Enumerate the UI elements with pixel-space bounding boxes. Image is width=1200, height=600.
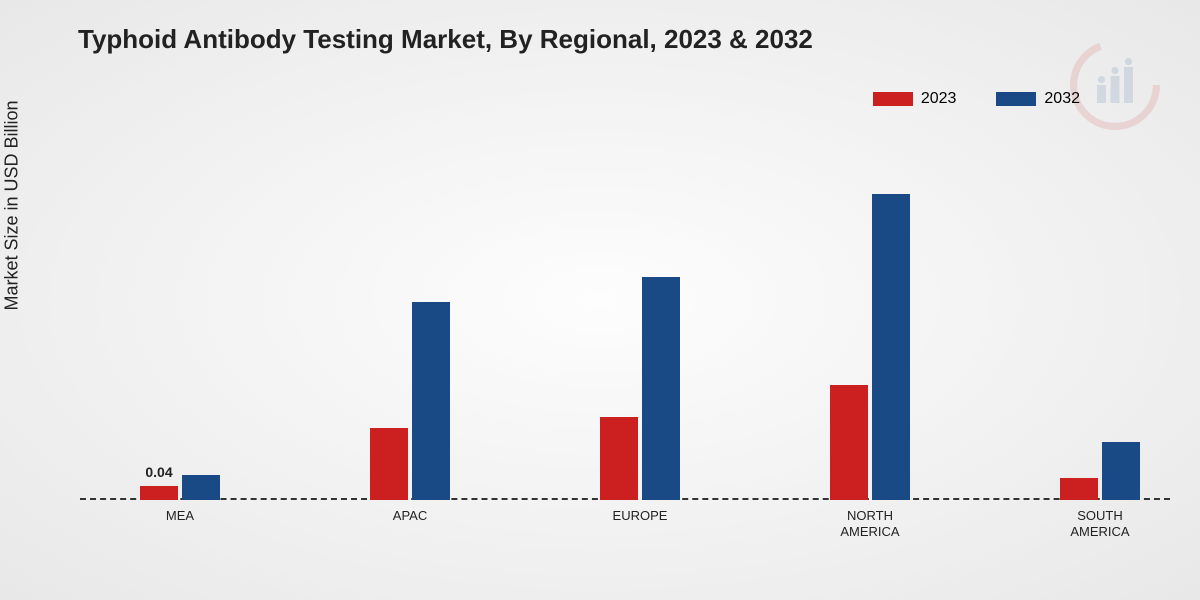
logo-watermark (1070, 40, 1160, 130)
legend-label-2032: 2032 (1044, 90, 1080, 108)
x-tick-label: MEA (100, 508, 260, 524)
x-tick-label: EUROPE (560, 508, 720, 524)
bar-2032 (182, 475, 220, 500)
chart-plot-area: 0.04 (80, 140, 1170, 500)
bar-group (600, 277, 680, 500)
bar-2032 (1102, 442, 1140, 500)
bar-2032 (642, 277, 680, 500)
bar-group (830, 194, 910, 500)
bar-2023 (600, 417, 638, 500)
bar-group (1060, 442, 1140, 500)
x-tick-label: APAC (330, 508, 490, 524)
legend-label-2023: 2023 (921, 90, 957, 108)
bar-2023 (140, 486, 178, 500)
bar-2023 (830, 385, 868, 500)
y-axis-label: Market Size in USD Billion (2, 100, 23, 310)
x-tick-label: NORTHAMERICA (790, 508, 950, 539)
legend: 2023 2032 (873, 90, 1080, 108)
legend-swatch-2023 (873, 92, 913, 106)
x-axis-labels: MEAAPACEUROPENORTHAMERICASOUTHAMERICA (80, 500, 1170, 540)
bar-group (370, 302, 450, 500)
x-tick-label: SOUTHAMERICA (1020, 508, 1180, 539)
legend-item-2023: 2023 (873, 90, 957, 108)
chart-title: Typhoid Antibody Testing Market, By Regi… (78, 24, 813, 55)
legend-swatch-2032 (996, 92, 1036, 106)
bar-2023 (1060, 478, 1098, 500)
data-label: 0.04 (139, 464, 179, 480)
bar-2023 (370, 428, 408, 500)
bar-2032 (872, 194, 910, 500)
legend-item-2032: 2032 (996, 90, 1080, 108)
bar-2032 (412, 302, 450, 500)
